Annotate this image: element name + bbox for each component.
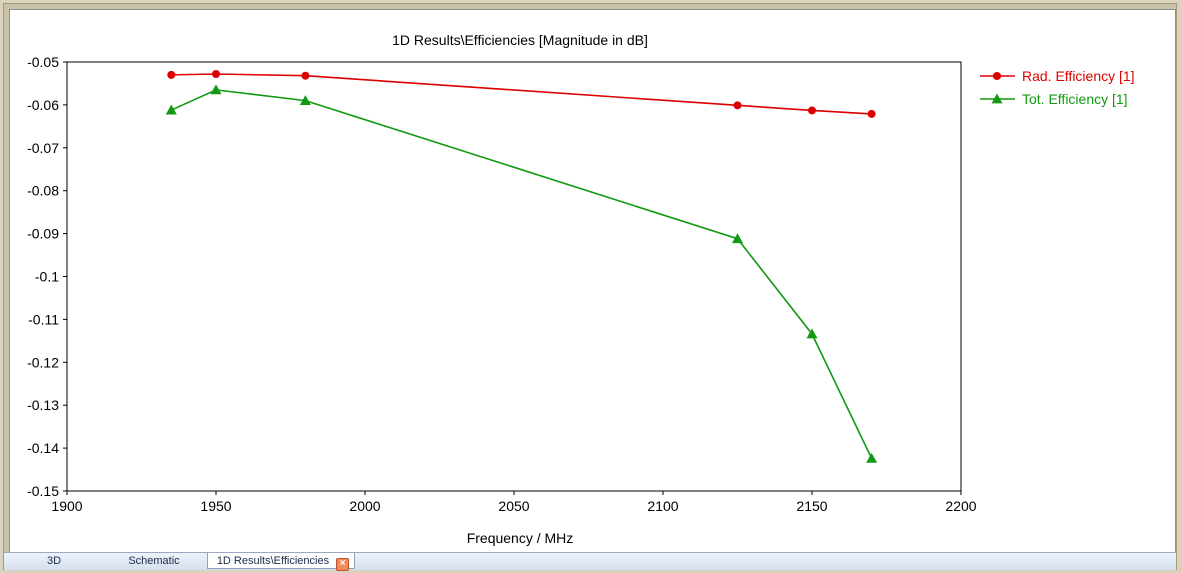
tab-3d-label: 3D: [46, 555, 62, 567]
y-tick-label: -0.14: [27, 440, 59, 456]
tab-1d-results-efficiencies[interactable]: 1D Results\Efficiencies ×: [207, 553, 355, 571]
tab-schematic-label: Schematic: [128, 555, 180, 567]
y-tick-label: -0.06: [27, 97, 59, 113]
data-point-circle: [867, 109, 876, 118]
plot-area: 1900 1950 2000 2050 2100 2150 2200 -0.05 -0.06 -0…: [9, 9, 1176, 553]
rad-efficiency-line: [171, 73, 872, 115]
y-tick-label: -0.07: [27, 140, 59, 156]
x-tick-label: 1900: [51, 498, 82, 514]
y-tick-label: -0.09: [27, 226, 59, 242]
x-tick-label: 2150: [796, 498, 827, 514]
y-tick-label: -0.15: [27, 483, 59, 499]
data-point-triangle: [806, 328, 818, 339]
y-tick-label: -0.11: [28, 311, 59, 327]
close-icon[interactable]: ×: [336, 558, 350, 571]
data-point-triangle: [732, 233, 743, 244]
tot-efficiency-line: [170, 89, 873, 459]
data-point-circle: [808, 106, 816, 115]
efficiency-chart: 1900 1950 2000 2050 2100 2150 2200 -0.05 -0.06 -0…: [27, 32, 1135, 546]
tab-schematic[interactable]: Schematic: [104, 553, 204, 569]
axes: 1900 1950 2000 2050 2100 2150 2200 -0.05 -0.06 -0…: [27, 54, 977, 514]
x-tick-label: 2050: [498, 498, 529, 514]
y-tick-label: -0.13: [27, 397, 59, 413]
x-tick-label: 2200: [945, 498, 976, 514]
legend-label: Tot. Efficiency [1]: [1022, 91, 1128, 107]
data-point-triangle: [866, 452, 878, 463]
data-point-circle: [733, 101, 742, 110]
legend-label: Rad. Efficiency [1]: [1022, 68, 1135, 84]
results-window: 1900 1950 2000 2050 2100 2150 2200 -0.05 -0.06 -0…: [3, 3, 1177, 571]
chart-title: 1D Results\Efficiencies [Magnitude in dB…: [392, 32, 648, 48]
series: [165, 70, 878, 463]
plot-frame: [66, 61, 962, 492]
x-axis-label: Frequency / MHz: [467, 530, 574, 546]
data-point-triangle: [991, 93, 1003, 104]
x-tick-label: 2000: [349, 498, 380, 514]
y-tick-label: -0.08: [27, 183, 59, 199]
tab-bar: 3D Schematic 1D Results\Efficiencies ×: [4, 552, 1176, 571]
data-point-triangle: [210, 84, 222, 95]
data-point-circle: [993, 72, 1001, 80]
y-tick-label: -0.12: [27, 354, 59, 370]
x-tick-label: 2100: [647, 498, 678, 514]
tab-3d[interactable]: 3D: [14, 553, 94, 569]
y-tick-label: -0.05: [27, 54, 59, 70]
data-point-circle: [301, 71, 310, 80]
data-point-triangle: [165, 104, 177, 115]
x-tick-label: 1950: [200, 498, 231, 514]
legend[interactable]: Rad. Efficiency [1] Tot. Efficiency [1]: [980, 68, 1135, 107]
tab-1d-results-label: 1D Results\Efficiencies: [216, 555, 330, 567]
y-tick-label: -0.1: [35, 269, 59, 285]
data-point-circle: [167, 70, 176, 79]
data-point-circle: [212, 70, 220, 79]
data-point-triangle: [299, 95, 311, 106]
